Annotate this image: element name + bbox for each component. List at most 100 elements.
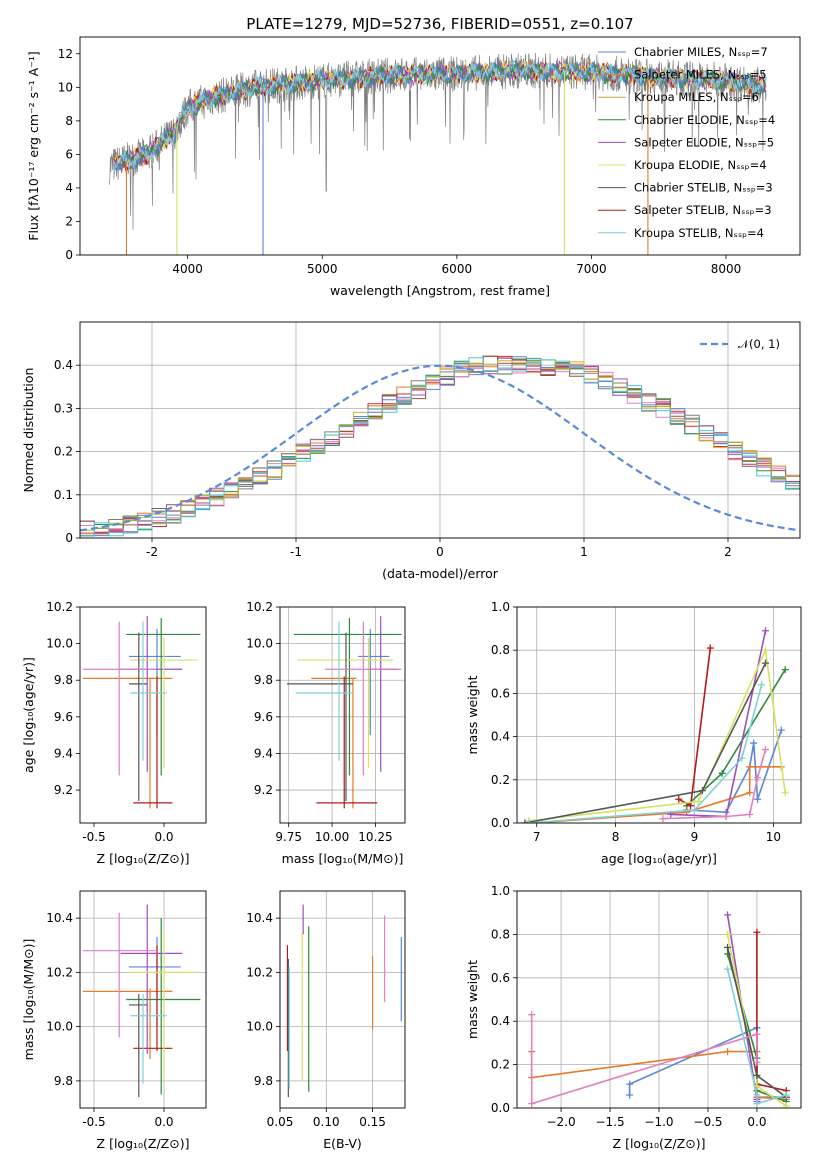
y-tick-label: 9.2 [54,783,73,797]
x-axis-label: Z [log₁₀(Z/Z⊙)] [97,851,190,866]
y-tick-label: 9.8 [54,1074,73,1088]
weight-marker [724,911,732,919]
weight-series [724,943,790,1101]
y-tick-label: 1.0 [491,884,510,898]
y-tick-label: 10.0 [246,1020,273,1034]
spectrum-legend: Chabrier MILES, Nₛₛₚ=7 Salpeter MILES, Nₛ… [598,45,775,240]
errorbar-point [82,621,157,776]
spectrum-model-line [113,60,767,174]
errorbar-point [130,638,198,769]
y-tick-label: 0.4 [54,358,73,372]
weight-marker [762,659,769,667]
y-tick-label: 10.4 [46,911,73,925]
y-axis-label: mass [log₁₀(M/M⊙)] [21,939,36,1061]
spectrum-model-line [113,60,767,173]
errorbar-point [120,904,183,1054]
y-tick-label: 10.2 [46,600,73,614]
y-tick-label: 1.0 [491,600,510,614]
x-tick-label: 7000 [576,262,607,276]
y-tick-label: 10.4 [246,911,273,925]
weight-marker [754,795,762,803]
errorbar-point [316,676,378,809]
errorbars [82,904,201,1098]
errorbars [286,616,402,809]
y-tick-label: 0 [65,248,73,262]
weight-marker [724,930,732,938]
y-tick-label: 0.8 [491,643,510,657]
axes-border [79,890,207,1109]
errorbar-point [130,994,167,1084]
y-tick-label: 6 [65,147,73,161]
axes-mass-vs-ebv: 0.05 0.10 0.15 9.8 10.0 10.2 10.4 E(B-V) [246,890,406,1151]
weight-marker [753,1030,761,1038]
legend-label: Kroupa STELIB, Nₛₛₚ=4 [634,226,764,240]
weight-series [525,681,766,823]
axes-age-vs-mass: 9.75 10.00 10.25 9.2 9.4 9.6 9.8 10.0 10.2 mass [… [246,600,406,866]
legend-label: Kroupa ELODIE, Nₛₛₚ=4 [634,158,767,172]
x-axis-label: Z [log₁₀(Z/Z⊙)] [97,1136,190,1151]
x-tick-label: 0.0 [154,1115,173,1129]
errorbar-point [293,617,402,776]
x-tick-label: 2 [724,545,732,559]
y-tick-label: 10 [58,80,73,94]
weight-marker [753,1058,761,1066]
weight-marker [762,646,769,654]
spectrum-lines [109,52,767,255]
weight-marker [724,1048,732,1056]
x-tick-label: 0.0 [747,1115,766,1129]
spectrum-model-line [113,60,767,174]
x-tick-label: 1 [580,545,588,559]
x-tick-label: 8000 [711,262,742,276]
gaussian-curve [80,364,800,532]
x-tick-label: 6000 [442,262,473,276]
x-axis-label: (data-model)/error [382,566,499,581]
errorbar-point [286,632,353,802]
y-axis-label: mass weight [465,960,480,1039]
weight-marker [750,739,758,747]
figure-title: PLATE=1279, MJD=52736, FIBERID=0551, z=0… [246,15,633,33]
x-tick-label: -0.5 [82,830,105,844]
x-tick-label: -0.5 [82,1115,105,1129]
weight-marker [718,769,726,777]
weight-marker [659,815,667,823]
weight-marker [525,819,533,823]
y-tick-label: 10.0 [46,1020,73,1034]
y-tick-label: 0.8 [491,927,510,941]
y-tick-label: 2 [65,214,73,228]
x-tick-label: 0 [436,545,444,559]
weight-marker [694,797,702,805]
weight-marker [722,813,730,821]
weight-marker [782,1091,790,1099]
y-tick-label: 0.2 [491,773,510,787]
x-tick-label: −1.0 [644,1115,673,1129]
errorbar-point [129,994,148,1098]
weight-marker [781,666,789,674]
y-tick-label: 0.0 [491,816,510,830]
y-tick-label: 0.6 [491,971,510,985]
weight-line [726,934,787,1107]
x-tick-label: 0.05 [267,1115,294,1129]
axes-spectrum: 4000 5000 6000 7000 8000 0 2 4 6 8 10 12 wavelength … [26,36,801,298]
weight-marker [687,802,695,810]
y-tick-label: 0.0 [491,1101,510,1115]
legend-label: 𝒩(0, 1) [738,337,780,351]
weight-marker [738,754,746,762]
weight-series [528,1011,761,1108]
axes-weight-vs-Z: −2.0 −1.5 −1.0 −0.5 0.0 0.0 0.2 0.4 0.6 0.8 1.0 Z [… [465,884,802,1151]
x-tick-label: 9.75 [275,830,302,844]
errorbars [286,904,402,1098]
y-tick-label: 9.6 [54,710,73,724]
y-tick-label: 9.4 [254,746,273,760]
weight-marker [626,1091,634,1099]
x-tick-label: 4000 [172,262,203,276]
histogram-series [80,357,800,537]
weight-marker [753,928,761,936]
histograms [80,355,800,537]
errorbar-point [82,912,157,1038]
x-tick-label: -1 [290,545,302,559]
weight-marker [724,943,732,951]
weight-line [528,684,763,823]
y-tick-label: 0.4 [491,1014,510,1028]
y-tick-label: 10.2 [246,965,273,979]
